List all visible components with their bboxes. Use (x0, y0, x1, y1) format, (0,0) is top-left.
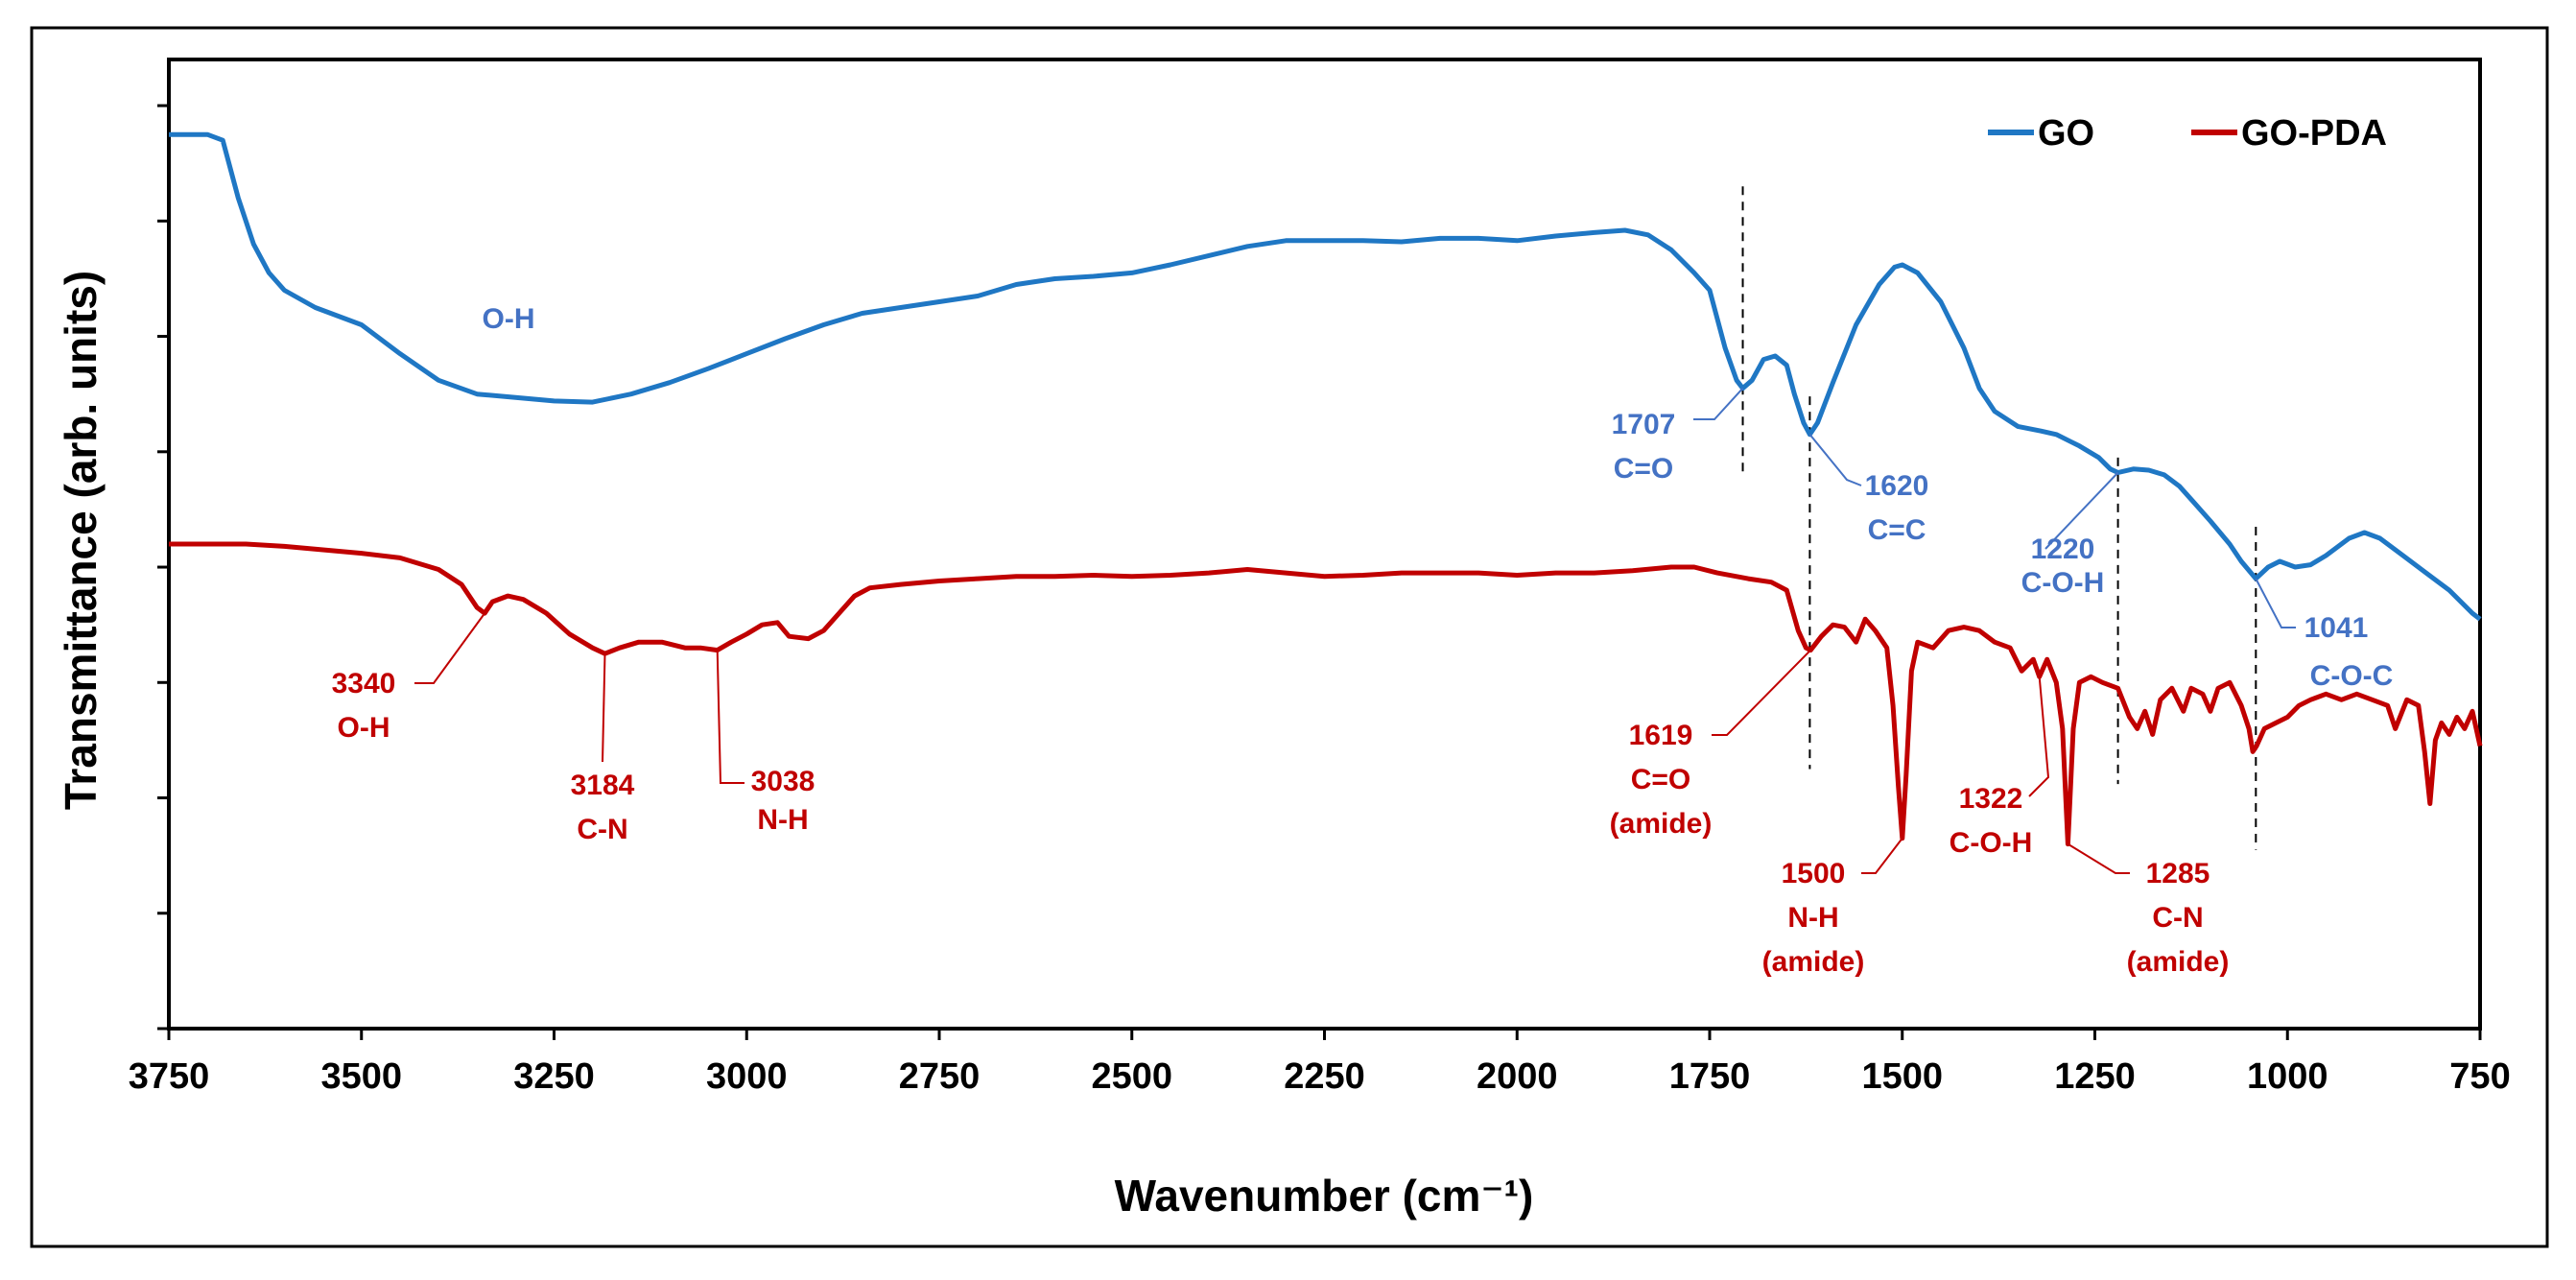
x-tick-label: 750 (2449, 1056, 2510, 1097)
leader-gopda-3184 (602, 653, 606, 763)
annotation-go-oh-label: O-H (483, 303, 535, 335)
x-tick-label: 3000 (706, 1056, 788, 1097)
annotation-gopda-1285-note: (amide) (2127, 946, 2230, 978)
y-axis-label: Transmittance (arb. units) (56, 271, 106, 810)
annotation-gopda-3184-value: 3184 (571, 770, 635, 801)
annotation-gopda-1322-label: C-O-H (1950, 827, 2033, 859)
figure-border (30, 26, 2549, 1248)
x-tick-label: 1250 (2054, 1056, 2136, 1097)
annotation-go-1620-label: C=C (1868, 514, 1926, 546)
y-axis-ticks (157, 104, 169, 1031)
annotation-go-1707-value: 1707 (1612, 409, 1676, 440)
annotation-go-1620-value: 1620 (1865, 470, 1929, 502)
leader-go-1620 (1808, 434, 1862, 486)
x-tick-label: 1750 (1669, 1056, 1751, 1097)
annotation-leader-lines (414, 388, 2296, 874)
annotation-gopda-1619-note: (amide) (1610, 808, 1713, 840)
annotation-gopda-1619-label: C=O (1631, 764, 1691, 795)
series-line-go (169, 131, 2482, 622)
annotation-gopda-1322-value: 1322 (1959, 783, 2023, 815)
series-lines (169, 131, 2483, 847)
go-annotations: O-H 1707 C=O 1620 C=C 1220 C-O-H 1041 C-… (483, 303, 2394, 692)
annotation-gopda-3340-label: O-H (338, 712, 390, 744)
annotation-gopda-1619-value: 1619 (1629, 720, 1693, 751)
leader-gopda-3038 (716, 650, 744, 784)
legend-label-go-pda: GO-PDA (2241, 113, 2387, 154)
leader-gopda-1619 (1712, 649, 1811, 736)
x-axis-ticks: 3750 3500 3250 3000 2750 2500 2250 2000 1750 1500… (129, 1029, 2511, 1097)
annotation-gopda-1500-value: 1500 (1782, 858, 1846, 889)
leader-go-1707 (1693, 388, 1744, 420)
x-tick-label: 3250 (513, 1056, 595, 1097)
annotation-gopda-3038-label: N-H (757, 804, 808, 836)
leader-go-1041 (2255, 578, 2296, 628)
x-tick-label: 1500 (1861, 1056, 1943, 1097)
go-pda-annotations: 3340 O-H 3184 C-N 3038 N-H 1619 C=O (ami… (332, 668, 2230, 978)
leader-gopda-1322 (2028, 676, 2050, 797)
x-axis-label: Wavenumber (cm⁻¹) (1115, 1171, 1534, 1221)
series-line-go-pda (169, 541, 2483, 847)
annotation-go-1707-label: C=O (1614, 453, 1674, 485)
annotation-gopda-3340-value: 3340 (332, 668, 396, 699)
annotation-go-1041-label: C-O-C (2310, 660, 2394, 692)
legend-label-go: GO (2038, 113, 2094, 154)
x-tick-label: 1000 (2247, 1056, 2328, 1097)
leader-gopda-3340 (414, 612, 486, 684)
x-tick-label: 3750 (129, 1056, 210, 1097)
annotation-go-1041-value: 1041 (2304, 612, 2369, 644)
annotation-gopda-3184-label: C-N (577, 814, 627, 845)
x-tick-label: 2000 (1477, 1056, 1558, 1097)
annotation-gopda-3038-value: 3038 (751, 766, 815, 797)
x-tick-label: 3500 (320, 1056, 402, 1097)
annotation-go-1220-label: C-O-H (2021, 567, 2105, 599)
annotation-gopda-1500-label: N-H (1787, 902, 1838, 934)
x-tick-label: 2250 (1284, 1056, 1365, 1097)
annotation-go-1220-value: 1220 (2031, 533, 2095, 565)
x-tick-label: 2750 (899, 1056, 981, 1097)
annotation-gopda-1285-label: C-N (2152, 902, 2203, 934)
annotation-gopda-1500-note: (amide) (1762, 946, 1865, 978)
leader-go-1220 (2044, 471, 2119, 550)
annotation-gopda-1285-value: 1285 (2146, 858, 2210, 889)
leader-gopda-1500 (1861, 837, 1903, 874)
legend: GO GO-PDA (1988, 113, 2387, 154)
leader-gopda-1285 (2067, 842, 2130, 874)
x-tick-label: 2500 (1091, 1056, 1172, 1097)
